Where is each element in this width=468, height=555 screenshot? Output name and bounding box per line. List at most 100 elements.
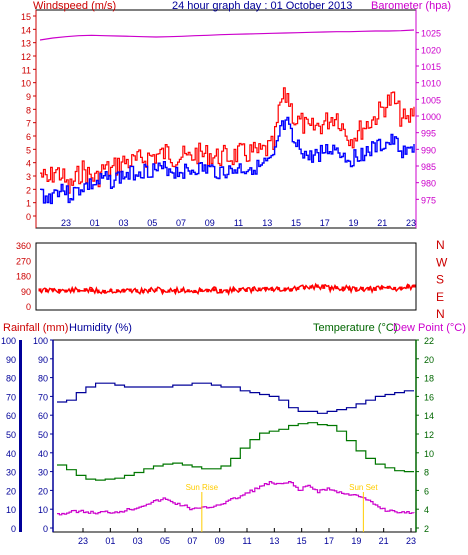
axes-group: 0123456789101112131415975980985990995100… xyxy=(1,10,448,546)
direction-point xyxy=(90,288,94,292)
wind-xtick-label: 03 xyxy=(118,218,128,228)
panel-direction-frame xyxy=(35,242,417,311)
temperature-ytick-label: 12 xyxy=(424,430,434,440)
baro-ytick-label: 995 xyxy=(421,129,436,139)
direction-point xyxy=(83,288,87,292)
wind-ytick-label: 5 xyxy=(26,145,31,155)
temperature-line xyxy=(57,422,414,481)
wind-xtick-label: 23 xyxy=(61,218,71,228)
direction-point xyxy=(115,289,119,293)
wind-ytick-label: 14 xyxy=(21,25,31,35)
humidity-xtick-label: 07 xyxy=(187,536,197,546)
humidity-line xyxy=(57,382,414,414)
wind-ytick-label: 12 xyxy=(21,52,31,62)
temperature-ytick-label: 20 xyxy=(424,355,434,365)
humidity-ytick-label: 60 xyxy=(38,411,48,421)
direction-point xyxy=(406,285,410,289)
humidity-ytick-label: 80 xyxy=(38,374,48,384)
direction-point xyxy=(212,288,216,292)
baro-ytick-label: 985 xyxy=(421,162,436,172)
direction-point xyxy=(102,289,106,293)
direction-ytick-label: 360 xyxy=(16,241,31,251)
barometer-axis-title: Barometer (hpa) xyxy=(371,0,451,12)
direction-point xyxy=(244,288,248,292)
wind-axis-title: Windspeed (m/s) xyxy=(33,0,116,12)
rainfall-axis-title: Rainfall (mm) xyxy=(3,322,68,334)
series-group xyxy=(38,29,416,516)
wind-ytick-label: 9 xyxy=(26,92,31,102)
direction-point xyxy=(219,288,223,292)
wind-ytick-label: 7 xyxy=(26,119,31,129)
rainfall-ytick-label: 70 xyxy=(6,392,16,402)
baro-ytick-label: 990 xyxy=(421,145,436,155)
direction-line xyxy=(39,282,415,296)
compass-label: E xyxy=(436,290,444,304)
rainfall-ytick-label: 0 xyxy=(11,524,16,534)
wind-xtick-label: 23 xyxy=(406,218,416,228)
wind-ytick-label: 8 xyxy=(26,105,31,115)
direction-point xyxy=(373,287,377,291)
wind-ytick-label: 4 xyxy=(26,159,31,169)
wind-xtick-label: 05 xyxy=(147,218,157,228)
direction-point xyxy=(399,286,403,290)
direction-point xyxy=(173,288,177,292)
baro-ytick-label: 1010 xyxy=(421,79,441,89)
baro-ytick-label: 1015 xyxy=(421,62,441,72)
direction-point xyxy=(270,287,274,291)
compass-label: N xyxy=(436,307,445,321)
annotations-group: Sun Rise Sun Set xyxy=(186,483,378,532)
rainfall-ytick-label: 60 xyxy=(6,411,16,421)
wind-ytick-label: 1 xyxy=(26,199,31,209)
temperature-ytick-label: 22 xyxy=(424,336,434,346)
temperature-ytick-label: 16 xyxy=(424,392,434,402)
direction-ytick-label: 180 xyxy=(16,272,31,282)
compass-label: W xyxy=(436,255,448,269)
wind-xtick-label: 17 xyxy=(320,218,330,228)
rainfall-ytick-label: 80 xyxy=(6,374,16,384)
direction-point xyxy=(360,286,364,290)
direction-point xyxy=(238,287,242,291)
humidity-xtick-label: 21 xyxy=(379,536,389,546)
temperature-ytick-label: 10 xyxy=(424,449,434,459)
humidity-xtick-label: 13 xyxy=(269,536,279,546)
compass-label: N xyxy=(436,238,445,252)
rainfall-ytick-label: 30 xyxy=(6,468,16,478)
rainfall-axis-bar xyxy=(19,340,22,532)
rainfall-ytick-label: 90 xyxy=(6,355,16,365)
direction-ytick-label: 0 xyxy=(26,302,31,312)
dewpoint-axis-title: Dew Point (°C) xyxy=(393,322,466,334)
direction-point xyxy=(257,287,261,291)
humidity-xtick-label: 17 xyxy=(324,536,334,546)
humidity-xtick-label: 19 xyxy=(351,536,361,546)
wind-xtick-label: 19 xyxy=(348,218,358,228)
sun-marker-label: Sun Set xyxy=(349,483,378,492)
humidity-ytick-label: 40 xyxy=(38,449,48,459)
direction-point xyxy=(341,286,345,290)
temperature-ytick-label: 2 xyxy=(424,524,429,534)
humidity-ytick-label: 70 xyxy=(38,392,48,402)
direction-point xyxy=(348,287,352,291)
humidity-xtick-label: 23 xyxy=(78,536,88,546)
humidity-xtick-label: 05 xyxy=(160,536,170,546)
temperature-ytick-label: 14 xyxy=(424,411,434,421)
rainfall-ytick-label: 20 xyxy=(6,486,16,496)
temperature-ytick-label: 4 xyxy=(424,505,429,515)
baro-ytick-label: 1020 xyxy=(421,45,441,55)
direction-point xyxy=(51,288,55,292)
direction-point xyxy=(122,289,126,293)
direction-point xyxy=(380,286,384,290)
humidity-xtick-label: 09 xyxy=(215,536,225,546)
direction-ytick-label: 270 xyxy=(16,256,31,266)
humidity-ytick-label: 100 xyxy=(33,336,48,346)
compass-label: S xyxy=(436,273,444,287)
wind-xtick-label: 11 xyxy=(234,218,243,228)
wind-xtick-label: 13 xyxy=(262,218,272,228)
baro-ytick-label: 1000 xyxy=(421,112,441,122)
wind-ytick-label: 10 xyxy=(21,79,31,89)
humidity-xtick-label: 11 xyxy=(242,536,251,546)
direction-point xyxy=(161,289,165,293)
rainfall-ytick-label: 100 xyxy=(1,336,16,346)
wind-xtick-label: 07 xyxy=(176,218,186,228)
dewpoint-line xyxy=(57,481,415,516)
humidity-ytick-label: 30 xyxy=(38,468,48,478)
